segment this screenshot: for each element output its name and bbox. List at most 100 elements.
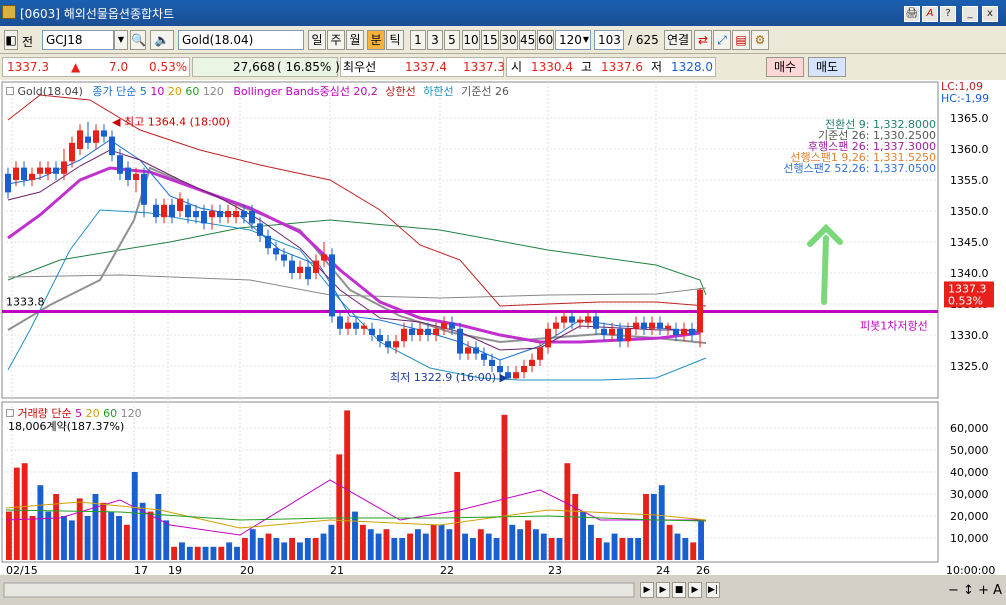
scroll-svg[interactable] bbox=[0, 578, 1006, 605]
zoom-out-icon[interactable]: − bbox=[948, 583, 959, 598]
volume-value: 27,668 bbox=[233, 60, 275, 74]
interval-60-button[interactable]: 60 bbox=[537, 30, 554, 50]
interval-1-button[interactable]: 1 bbox=[410, 30, 426, 50]
change-arrow-icon: ▲ bbox=[71, 60, 81, 74]
volume-bar bbox=[37, 485, 44, 560]
candle-body bbox=[185, 204, 191, 218]
interval-45-button[interactable]: 45 bbox=[519, 30, 536, 50]
volume-bar bbox=[84, 516, 91, 560]
price-tick-label: 1340.0 bbox=[950, 267, 989, 280]
font-icon[interactable]: A bbox=[922, 6, 938, 22]
interval-10-button[interactable]: 10 bbox=[462, 30, 480, 50]
scroll-next-icon[interactable]: ▶ bbox=[688, 582, 702, 598]
zoom-icon[interactable]: ⤢ bbox=[713, 30, 731, 50]
chart-area[interactable]: 1365.01360.01355.01350.01345.01340.01335… bbox=[0, 80, 1006, 575]
search-icon[interactable]: 🔍 bbox=[130, 30, 146, 50]
candle-body bbox=[417, 328, 423, 335]
legend-bb-lower: 하한선 bbox=[423, 85, 454, 98]
volume-pct: ( 16.85% ) bbox=[277, 60, 340, 74]
candle-body bbox=[153, 204, 159, 218]
interval-30-button[interactable]: 30 bbox=[500, 30, 518, 50]
high-value: 1337.6 bbox=[601, 60, 643, 74]
x-axis-label: 21 bbox=[330, 564, 344, 575]
candle-body bbox=[657, 322, 663, 329]
volume-bar bbox=[643, 494, 649, 560]
period-day-button[interactable]: 일 bbox=[308, 30, 326, 50]
candle-body bbox=[177, 198, 183, 211]
period-tick-button[interactable]: 틱 bbox=[386, 30, 404, 50]
price-panel-frame bbox=[1, 81, 939, 399]
candle-body bbox=[449, 322, 455, 329]
buy-button[interactable]: 매수 bbox=[766, 57, 804, 77]
font-size-icon[interactable]: A bbox=[993, 583, 1003, 598]
legend-box-icon[interactable] bbox=[6, 409, 14, 417]
volume-ma20-line bbox=[5, 501, 707, 529]
volume-bar bbox=[297, 542, 303, 560]
arrows-icon[interactable]: ⇄ bbox=[694, 30, 712, 50]
candle-body bbox=[441, 322, 447, 329]
zoom-controls[interactable]: − ↕ + A bbox=[948, 583, 1002, 598]
candle-body bbox=[601, 328, 607, 335]
pivot-value: 1333.8 bbox=[6, 295, 45, 308]
stop-icon[interactable]: ■ bbox=[672, 582, 686, 598]
link-button[interactable]: 연결 bbox=[664, 30, 692, 50]
chart-svg[interactable]: 1365.01360.01355.01350.01345.01340.01335… bbox=[0, 80, 1006, 575]
legend-bb-upper: 상한선 bbox=[385, 85, 416, 98]
candle-body bbox=[161, 204, 167, 218]
play-icon[interactable]: ▶ bbox=[656, 582, 670, 598]
candle-body bbox=[673, 328, 679, 335]
scroll-prev-icon[interactable]: ▶ bbox=[640, 582, 654, 598]
ichimoku-lagging: 후행스팬 26: 1,337.3000 bbox=[807, 140, 936, 153]
quote-bar: 1337.3 ▲ 7.0 0.53% 27,668 ( 16.85% ) 최우선… bbox=[0, 54, 1006, 80]
help-icon[interactable]: ? bbox=[940, 6, 956, 22]
price-tick-label: 1345.0 bbox=[950, 236, 989, 249]
volume-bar bbox=[257, 538, 264, 560]
window-title: [0603] 해외선물옵션종합차트 bbox=[20, 7, 175, 21]
symbol-dropdown-icon[interactable]: ▼ bbox=[114, 30, 128, 50]
volume-bar bbox=[588, 524, 594, 560]
scroll-end-icon[interactable]: ▶| bbox=[706, 582, 720, 598]
symbol-toggle-icon[interactable]: ◧ bbox=[4, 30, 18, 50]
period-month-button[interactable]: 월 bbox=[346, 30, 364, 50]
legend-symbol: Gold(18.04) bbox=[17, 85, 83, 98]
legend-box-icon[interactable] bbox=[6, 87, 14, 95]
symbol-code-input[interactable]: GCJ18 bbox=[42, 30, 114, 50]
candle-body bbox=[465, 347, 471, 354]
print-icon[interactable]: 🖨 bbox=[904, 6, 920, 22]
sell-button[interactable]: 매도 bbox=[808, 57, 846, 77]
best-bid: 1337.3 bbox=[463, 60, 505, 74]
candle-body bbox=[561, 316, 567, 323]
zoom-in-icon[interactable]: + bbox=[978, 583, 989, 598]
volume-bar bbox=[477, 529, 484, 560]
volume-bar bbox=[320, 533, 327, 560]
ichimoku-legend: 전환선 9: 1,332.8000 기준선 26: 1,330.2500 후행스… bbox=[783, 119, 936, 174]
interval-5-button[interactable]: 5 bbox=[444, 30, 460, 50]
bar-count-input[interactable]: 103 bbox=[594, 30, 624, 50]
speaker-icon[interactable]: 🔈 bbox=[150, 30, 174, 50]
period-minute-button[interactable]: 분 bbox=[367, 30, 385, 50]
interval-15-button[interactable]: 15 bbox=[481, 30, 499, 50]
volume-bar bbox=[100, 502, 107, 560]
expand-icon[interactable]: ↕ bbox=[963, 583, 974, 598]
close-button[interactable]: x bbox=[982, 6, 998, 22]
chart-icon[interactable]: ▤ bbox=[732, 30, 750, 50]
candle-body bbox=[77, 130, 83, 149]
low-label: 저 bbox=[651, 60, 663, 74]
scroll-bar[interactable]: ▶ ▶ ■ ▶ ▶| − ↕ + A bbox=[0, 578, 1006, 605]
interval-select-value: 120 bbox=[559, 33, 582, 47]
period-week-button[interactable]: 주 bbox=[327, 30, 345, 50]
minimize-button[interactable]: _ bbox=[962, 6, 978, 22]
volume-tick-label: 40,000 bbox=[950, 466, 989, 479]
candle-body bbox=[529, 359, 535, 366]
x-axis-label: 19 bbox=[168, 564, 182, 575]
settings-icon[interactable]: ⚙ bbox=[751, 30, 769, 50]
volume-bar bbox=[556, 538, 563, 560]
interval-3-button[interactable]: 3 bbox=[427, 30, 443, 50]
volume-bar bbox=[367, 529, 374, 560]
candle-body bbox=[281, 254, 287, 261]
candle-body bbox=[201, 211, 207, 224]
volume-bar bbox=[391, 538, 398, 560]
volume-bar bbox=[603, 542, 610, 560]
interval-select[interactable]: 120 ▼ bbox=[555, 30, 591, 50]
volume-bar bbox=[92, 494, 99, 560]
